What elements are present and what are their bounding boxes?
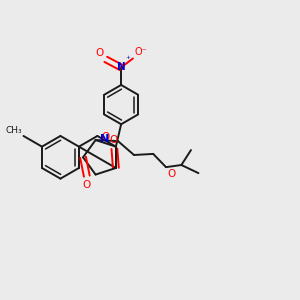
Text: ⁺: ⁺: [126, 55, 130, 64]
Text: CH₃: CH₃: [6, 126, 22, 135]
Text: O⁻: O⁻: [135, 47, 147, 57]
Text: N: N: [117, 62, 125, 73]
Text: O: O: [82, 180, 90, 190]
Text: O: O: [96, 48, 104, 58]
Text: O: O: [109, 135, 117, 145]
Text: O: O: [101, 132, 110, 142]
Text: O: O: [167, 169, 176, 179]
Text: N: N: [100, 134, 109, 145]
